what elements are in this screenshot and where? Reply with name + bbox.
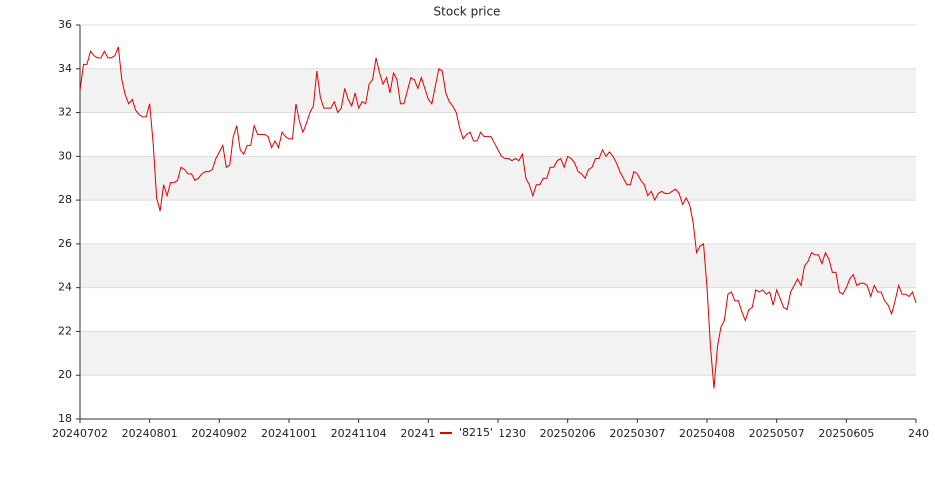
y-tick-label: 30: [58, 149, 72, 162]
y-tick-label: 26: [58, 237, 72, 250]
y-tick-label: 20: [58, 368, 72, 381]
x-tick-label: 20250206: [540, 427, 596, 440]
grid-band: [80, 68, 916, 113]
x-tick-label: 20240902: [191, 427, 247, 440]
legend-box: [436, 424, 500, 442]
x-tick-label: 20250605: [818, 427, 874, 440]
y-tick-label: 34: [58, 62, 72, 75]
grid-band: [80, 243, 916, 288]
x-tick-label: 20240702: [52, 427, 108, 440]
x-tick-label: 20250507: [749, 427, 805, 440]
x-tick-label: 20241104: [331, 427, 387, 440]
y-tick-label: 32: [58, 106, 72, 119]
x-tick-label: 20240801: [122, 427, 178, 440]
y-tick-label: 24: [58, 281, 72, 294]
y-tick-label: 18: [58, 412, 72, 425]
x-tick-label: 20250408: [679, 427, 735, 440]
legend: '8215': [436, 424, 500, 442]
legend-label: '8215': [459, 426, 493, 439]
x-tick-label: 20250307: [609, 427, 665, 440]
x-tick-label: 240: [908, 427, 929, 440]
grid-band: [80, 156, 916, 201]
grid-band: [80, 331, 916, 376]
y-tick-label: 36: [58, 18, 72, 31]
y-tick-label: 22: [58, 324, 72, 337]
price-line: [79, 46, 917, 389]
x-tick-label: 20241001: [261, 427, 317, 440]
chart-title: Stock price: [434, 5, 501, 19]
y-tick-label: 28: [58, 193, 72, 206]
